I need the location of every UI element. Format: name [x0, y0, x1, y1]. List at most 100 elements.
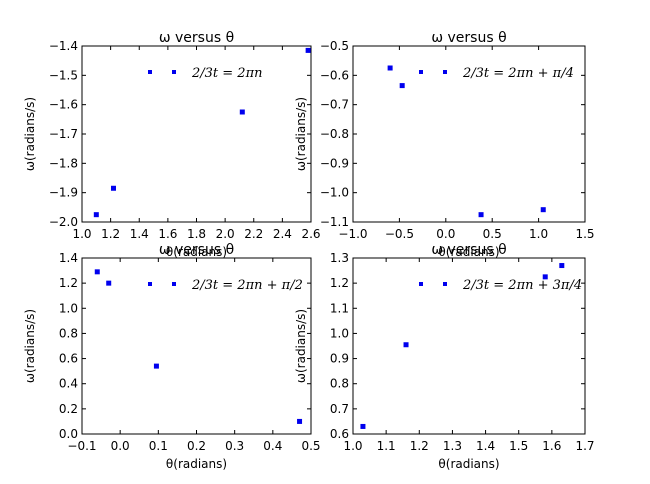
chart-1: 1.0 1.2 1.4 1.6 1.8 2.0 2.2 2.4 2.6 −2.0 −1.9 −1.8 −… [23, 30, 321, 259]
y-tick-label: 0.6 [59, 352, 78, 366]
legend-label: 2/3t = 2πn [191, 66, 263, 81]
chart-4: 1.0 1.1 1.2 1.3 1.4 1.5 1.6 1.7 0.6 0.7 0.8 0.9 1.0 1… [294, 242, 595, 471]
x-tick-label: 0.4 [263, 439, 282, 453]
chart-2: −1.0 −0.5 0.0 0.5 1.0 1.5−1.1−1.0−0.9−0.8−0.7… [294, 30, 595, 259]
data-point [403, 342, 409, 348]
y-tick-label: 1.2 [330, 276, 349, 290]
y-tick-label: −0.7 [320, 98, 349, 112]
x-tick-label: 1.7 [575, 439, 594, 453]
data-point [399, 83, 405, 89]
data-point [94, 269, 100, 275]
plot-frame [352, 257, 586, 435]
y-tick-label: −1.6 [49, 98, 78, 112]
chart-title: ω versus θ [159, 30, 234, 46]
legend-label: 2/3t = 2πn + 3π/4 [462, 278, 582, 293]
legend-label: 2/3t = 2πn + π/2 [191, 278, 303, 293]
y-tick-label: 0.9 [330, 352, 349, 366]
y-tick-label: 0.8 [330, 377, 349, 391]
y-tick-label: 1.0 [59, 301, 78, 315]
x-tick-label: 1.4 [130, 227, 149, 241]
x-tick-label: 2.4 [273, 227, 292, 241]
x-tick-label: 1.4 [476, 439, 495, 453]
x-tick-label: 0.1 [149, 439, 168, 453]
y-tick-label: −1.5 [49, 68, 78, 82]
data-point [239, 109, 245, 115]
y-tick-label: 1.0 [330, 326, 349, 340]
legend-marker [419, 282, 423, 286]
legend-marker [419, 70, 423, 74]
y-tick-label: −1.7 [49, 127, 78, 141]
x-tick-label: 1.8 [187, 227, 206, 241]
y-tick-label: 0.4 [59, 377, 78, 391]
x-axis-label: θ(radians) [166, 457, 227, 471]
y-tick-label: −1.1 [320, 215, 349, 229]
data-point [110, 185, 116, 191]
y-tick-label: −1.9 [49, 186, 78, 200]
data-point [360, 423, 366, 429]
y-tick-label: 1.3 [330, 251, 349, 265]
legend-marker [443, 282, 447, 286]
x-tick-label: 0.5 [301, 439, 320, 453]
data-point [106, 280, 112, 286]
legend-marker [148, 282, 152, 286]
plot-frame [81, 45, 312, 223]
x-tick-label: 1.2 [101, 227, 120, 241]
y-tick-label: −1.0 [320, 186, 349, 200]
y-axis-label: ω(radians/s) [23, 97, 37, 171]
x-tick-label: 2.2 [244, 227, 263, 241]
x-tick-label: 1.6 [542, 439, 561, 453]
x-tick-label: 1.1 [377, 439, 396, 453]
y-tick-label: −0.6 [320, 68, 349, 82]
plot-frame [81, 257, 312, 435]
y-tick-label: −1.8 [49, 156, 78, 170]
x-axis-label: θ(radians) [166, 245, 227, 259]
x-tick-label: −1.0 [338, 227, 367, 241]
x-tick-label: 0.0 [111, 439, 130, 453]
x-tick-label: 2.6 [301, 227, 320, 241]
y-axis-label: ω(radians/s) [294, 97, 308, 171]
legend-marker [172, 282, 176, 286]
legend-label: 2/3t = 2πn + π/4 [462, 66, 574, 81]
x-tick-label: 0.0 [436, 227, 455, 241]
y-axis-label: ω(radians/s) [23, 309, 37, 383]
x-tick-label: 1.0 [72, 227, 91, 241]
data-point [540, 207, 546, 213]
chart-3: −0.1 0.0 0.1 0.2 0.3 0.4 0.50.00.20.40.60.81.0… [23, 242, 321, 471]
data-point [305, 47, 311, 53]
x-tick-label: 1.5 [509, 439, 528, 453]
legend-marker [148, 70, 152, 74]
y-tick-label: −2.0 [49, 215, 78, 229]
x-tick-label: 1.5 [575, 227, 594, 241]
x-axis-label: θ(radians) [438, 457, 499, 471]
chart-title: ω versus θ [431, 30, 506, 46]
legend-marker [443, 70, 447, 74]
x-tick-label: 1.0 [343, 439, 362, 453]
y-tick-label: 0.7 [330, 402, 349, 416]
y-tick-label: 1.1 [330, 301, 349, 315]
data-point [387, 65, 393, 71]
data-point [542, 274, 548, 280]
x-tick-label: 1.0 [529, 227, 548, 241]
x-tick-label: −0.5 [385, 227, 414, 241]
y-tick-label: 0.2 [59, 402, 78, 416]
y-tick-label: 0.6 [330, 427, 349, 441]
x-tick-label: 0.3 [225, 439, 244, 453]
x-tick-label: 1.3 [443, 439, 462, 453]
data-point [153, 363, 159, 369]
y-tick-label: 0.8 [59, 326, 78, 340]
x-tick-label: 2.0 [216, 227, 235, 241]
y-tick-label: −1.4 [49, 39, 78, 53]
y-axis-label: ω(radians/s) [294, 309, 308, 383]
x-tick-label: 0.2 [187, 439, 206, 453]
y-tick-label: −0.5 [320, 39, 349, 53]
chart-title: ω versus θ [159, 242, 234, 258]
x-tick-label: 0.5 [483, 227, 502, 241]
x-axis-label: θ(radians) [438, 245, 499, 259]
legend-marker [172, 70, 176, 74]
y-tick-label: 1.4 [59, 251, 78, 265]
x-tick-label: 1.6 [158, 227, 177, 241]
y-tick-label: −0.9 [320, 156, 349, 170]
y-tick-label: 1.2 [59, 276, 78, 290]
data-point [478, 212, 484, 218]
